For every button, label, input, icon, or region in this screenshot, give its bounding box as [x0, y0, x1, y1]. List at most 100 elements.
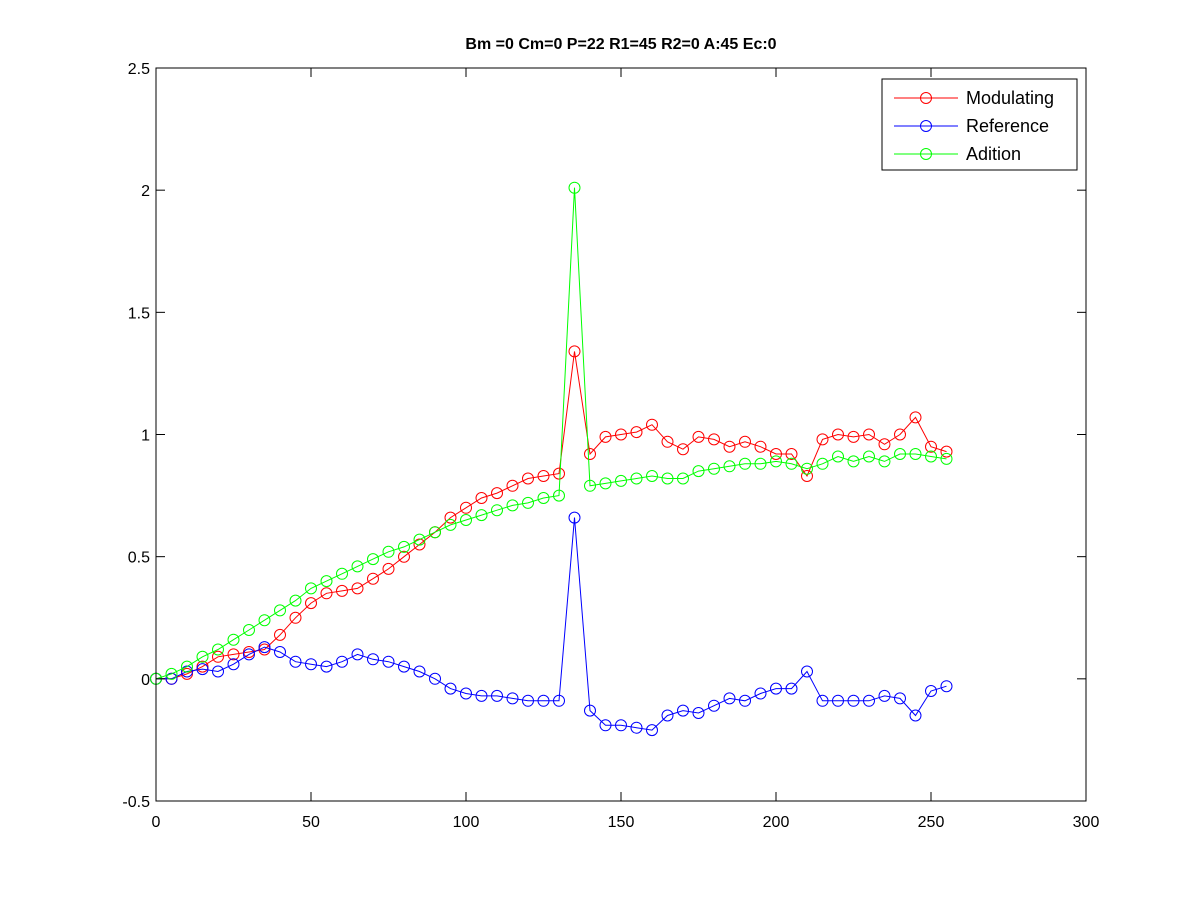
data-point-adition — [413, 533, 426, 546]
chart-title: Bm =0 Cm=0 P=22 R1=45 R2=0 A:45 Ec:0 — [465, 36, 776, 53]
data-point-adition — [723, 460, 736, 473]
data-point-reference — [553, 694, 565, 707]
data-point-reference — [351, 648, 364, 661]
data-point-modulating — [553, 467, 565, 480]
data-point-modulating — [925, 440, 937, 453]
data-point-reference — [181, 665, 193, 678]
x-tick-label: 50 — [302, 814, 320, 831]
data-point-modulating — [537, 470, 550, 482]
data-point-reference — [615, 719, 627, 732]
data-point-modulating — [847, 430, 860, 443]
y-tick-label: 2 — [141, 183, 150, 200]
data-point-adition — [630, 472, 643, 485]
data-point-reference — [832, 694, 844, 707]
data-point-adition — [785, 457, 798, 470]
data-point-modulating — [289, 611, 302, 624]
data-point-reference — [599, 719, 612, 732]
data-point-reference — [491, 689, 503, 702]
data-point-reference — [584, 704, 596, 717]
legend-marker-adition — [920, 148, 932, 160]
data-point-reference — [320, 660, 333, 673]
data-point-adition — [506, 499, 519, 512]
axes-layer: 0 50 100 150 200 250 300-0.500.511.522.5 — [122, 61, 1099, 831]
data-point-modulating — [801, 470, 813, 482]
series-line-adition — [155, 187, 947, 680]
data-point-modulating — [770, 448, 782, 460]
data-point-modulating — [506, 479, 519, 492]
data-point-modulating — [568, 345, 581, 358]
data-point-modulating — [723, 440, 736, 453]
data-point-modulating — [584, 448, 596, 460]
legend: Modulating Reference Adition — [881, 78, 1078, 171]
data-point-modulating — [630, 426, 643, 439]
y-tick-label: 2.5 — [128, 61, 150, 78]
legend-item-adition: Adition — [894, 144, 1021, 164]
data-point-adition — [367, 553, 379, 566]
data-point-adition — [289, 594, 302, 607]
data-point-adition — [165, 667, 178, 680]
data-point-modulating — [708, 433, 720, 446]
data-point-modulating — [863, 428, 875, 441]
data-point-reference — [506, 692, 519, 705]
data-point-modulating — [599, 430, 612, 443]
data-point-adition — [491, 504, 503, 517]
data-point-modulating — [382, 562, 395, 575]
data-point-modulating — [212, 650, 224, 663]
data-point-modulating — [351, 582, 364, 595]
data-point-modulating — [305, 597, 317, 610]
data-point-reference — [646, 724, 658, 737]
data-point-adition — [429, 526, 441, 539]
data-point-adition — [196, 650, 209, 663]
data-point-modulating — [878, 438, 891, 451]
data-point-modulating — [615, 428, 627, 441]
data-point-adition — [243, 624, 255, 636]
data-point-reference — [863, 694, 875, 707]
data-point-adition — [692, 465, 705, 478]
data-point-reference — [258, 641, 271, 654]
data-point-reference — [894, 692, 906, 705]
data-point-modulating — [909, 411, 922, 424]
legend-item-modulating: Modulating — [894, 88, 1054, 108]
data-point-modulating — [894, 428, 906, 441]
data-point-reference — [909, 709, 922, 722]
y-tick-label: 0.5 — [128, 550, 150, 567]
x-tick-label: 300 — [1073, 814, 1100, 831]
data-point-modulating — [398, 550, 410, 563]
data-point-reference — [661, 709, 674, 722]
data-point-reference — [522, 694, 534, 707]
data-point-adition — [258, 614, 271, 627]
data-point-modulating — [460, 501, 472, 514]
data-point-adition — [615, 474, 627, 487]
data-point-modulating — [661, 435, 674, 448]
data-point-modulating — [940, 445, 953, 458]
data-point-adition — [832, 450, 844, 463]
data-point-reference — [475, 689, 488, 702]
data-point-reference — [336, 655, 348, 668]
data-point-adition — [460, 514, 472, 526]
data-point-reference — [940, 680, 953, 693]
data-point-modulating — [413, 538, 426, 551]
data-point-adition — [305, 582, 317, 595]
data-point-adition — [661, 472, 674, 485]
data-point-reference — [444, 682, 457, 695]
data-point-adition — [801, 462, 813, 475]
x-tick-label: 150 — [608, 814, 635, 831]
data-point-reference — [692, 707, 705, 719]
x-tick-label: 0 — [152, 814, 161, 831]
data-point-modulating — [692, 430, 705, 443]
data-point-adition — [677, 472, 689, 485]
data-point-adition — [444, 518, 457, 531]
data-point-modulating — [785, 448, 798, 460]
data-point-reference — [382, 655, 395, 668]
data-point-reference — [413, 665, 426, 678]
data-point-reference — [568, 511, 581, 524]
data-point-modulating — [677, 443, 689, 456]
data-point-adition — [770, 455, 782, 468]
data-point-reference — [739, 694, 751, 707]
data-point-adition — [522, 496, 534, 509]
data-point-reference — [878, 689, 891, 702]
data-point-modulating — [832, 428, 844, 441]
data-point-reference — [212, 665, 224, 678]
data-point-reference — [801, 665, 813, 678]
data-point-adition — [816, 457, 829, 470]
